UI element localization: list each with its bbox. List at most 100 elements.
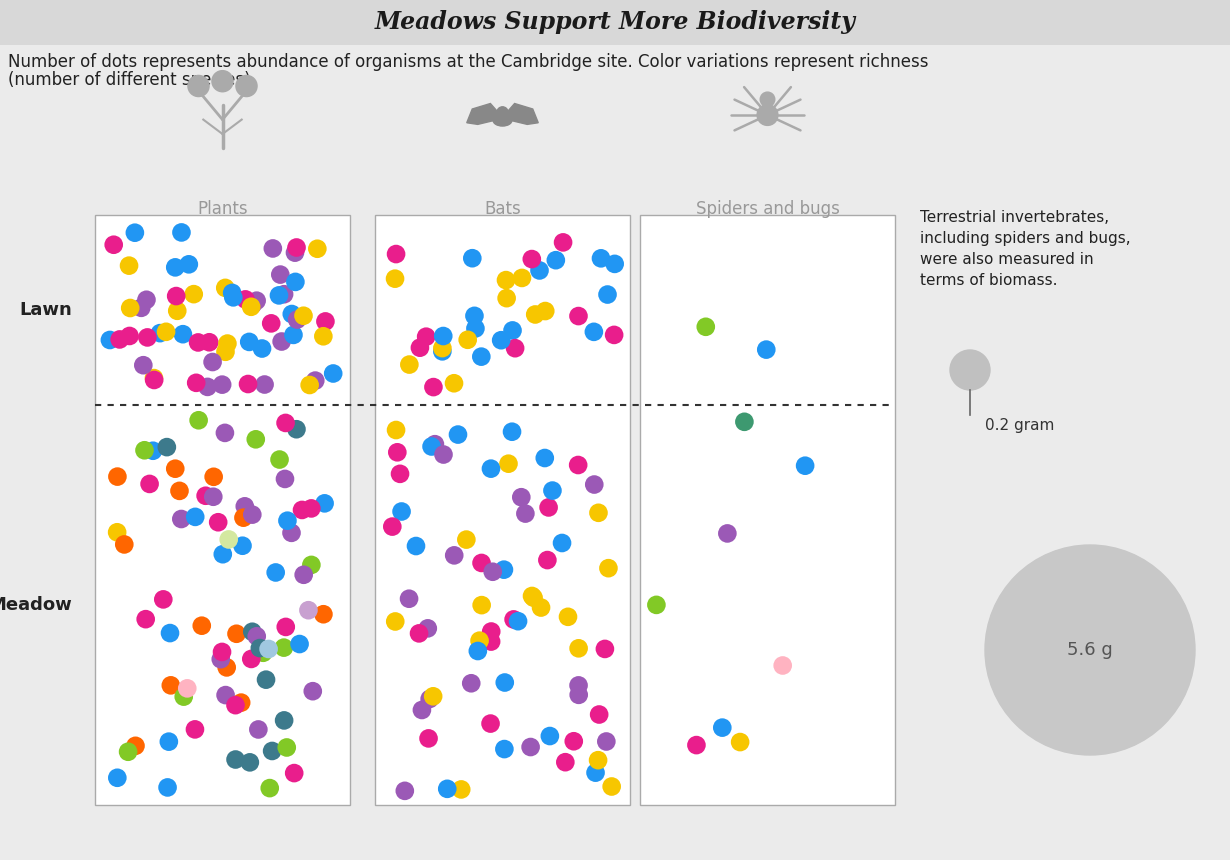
Point bbox=[305, 374, 325, 388]
Point bbox=[248, 722, 268, 736]
Point bbox=[563, 734, 583, 748]
Point bbox=[568, 688, 588, 702]
Text: Number of dots represents abundance of organisms at the Cambridge site. Color va: Number of dots represents abundance of o… bbox=[9, 53, 929, 71]
Point bbox=[253, 646, 273, 660]
Point bbox=[461, 676, 481, 690]
Point bbox=[538, 553, 557, 567]
Circle shape bbox=[950, 350, 990, 390]
Point bbox=[150, 326, 170, 340]
Point bbox=[294, 568, 314, 581]
Point bbox=[240, 335, 260, 349]
Point bbox=[462, 251, 482, 265]
Point bbox=[584, 477, 604, 491]
Point bbox=[196, 488, 215, 502]
Point bbox=[419, 692, 439, 706]
Point bbox=[143, 444, 162, 458]
Point bbox=[512, 271, 531, 285]
Point bbox=[161, 679, 181, 692]
Text: Meadow: Meadow bbox=[0, 596, 73, 614]
Point bbox=[242, 625, 262, 639]
Point bbox=[241, 300, 261, 314]
Circle shape bbox=[758, 105, 777, 126]
Point bbox=[530, 263, 550, 277]
Point bbox=[597, 734, 616, 748]
Point bbox=[100, 333, 119, 347]
Point bbox=[137, 293, 156, 307]
Point bbox=[226, 627, 246, 641]
Point bbox=[390, 467, 410, 481]
Circle shape bbox=[497, 107, 508, 118]
Point bbox=[154, 593, 173, 606]
Text: Bats: Bats bbox=[485, 200, 520, 218]
Point bbox=[418, 622, 438, 636]
Point bbox=[588, 753, 608, 767]
Point bbox=[225, 752, 245, 766]
Point bbox=[508, 614, 528, 628]
Point bbox=[170, 484, 189, 498]
Point bbox=[504, 612, 524, 626]
Point bbox=[134, 359, 154, 372]
Point bbox=[481, 716, 501, 730]
Point bbox=[186, 510, 205, 524]
Point bbox=[132, 301, 151, 315]
Point bbox=[494, 742, 514, 756]
Point bbox=[234, 511, 253, 525]
Point bbox=[266, 566, 285, 580]
Point bbox=[696, 320, 716, 334]
Point bbox=[204, 470, 224, 483]
Point bbox=[491, 334, 510, 347]
Point bbox=[598, 287, 617, 301]
Point bbox=[558, 610, 578, 624]
Point bbox=[524, 591, 544, 605]
Point bbox=[444, 377, 464, 390]
Point bbox=[231, 696, 251, 709]
Text: Spiders and bugs: Spiders and bugs bbox=[695, 200, 839, 218]
Point bbox=[717, 526, 737, 540]
Point bbox=[444, 549, 464, 562]
Point bbox=[232, 539, 252, 553]
Point bbox=[263, 242, 283, 255]
Point bbox=[595, 642, 615, 656]
Point bbox=[386, 423, 406, 437]
Point bbox=[542, 483, 562, 497]
Point bbox=[188, 414, 208, 427]
Text: Plants: Plants bbox=[197, 200, 247, 218]
Point bbox=[215, 281, 235, 295]
Point bbox=[244, 298, 263, 311]
Point bbox=[144, 373, 164, 387]
Circle shape bbox=[760, 92, 775, 107]
Point bbox=[385, 615, 405, 629]
Bar bbox=[0, 0, 1230, 45]
Point bbox=[284, 766, 304, 780]
Point bbox=[734, 415, 754, 428]
Point bbox=[187, 376, 207, 390]
Point bbox=[107, 525, 127, 539]
Point bbox=[274, 287, 294, 301]
Point bbox=[498, 457, 518, 470]
Point bbox=[184, 287, 204, 301]
Point bbox=[159, 734, 178, 748]
Point bbox=[599, 562, 619, 575]
Point bbox=[496, 273, 515, 287]
Point bbox=[503, 323, 523, 337]
Point bbox=[157, 440, 177, 454]
Point bbox=[276, 472, 295, 486]
Point bbox=[290, 637, 310, 651]
Point bbox=[494, 676, 514, 690]
Point bbox=[539, 501, 558, 514]
Point bbox=[400, 358, 419, 372]
Point bbox=[458, 333, 477, 347]
Point bbox=[520, 740, 540, 754]
Point bbox=[247, 630, 267, 643]
Point bbox=[316, 315, 336, 329]
Point bbox=[300, 378, 320, 392]
Point bbox=[103, 238, 123, 252]
Point bbox=[481, 635, 501, 648]
Point bbox=[121, 301, 140, 315]
Point bbox=[157, 781, 177, 795]
Point bbox=[552, 536, 572, 550]
Point bbox=[166, 289, 186, 303]
Text: Terrestrial invertebrates,
including spiders and bugs,
were also measured in
ter: Terrestrial invertebrates, including spi… bbox=[920, 210, 1130, 288]
Point bbox=[247, 294, 267, 308]
Point bbox=[301, 501, 321, 515]
